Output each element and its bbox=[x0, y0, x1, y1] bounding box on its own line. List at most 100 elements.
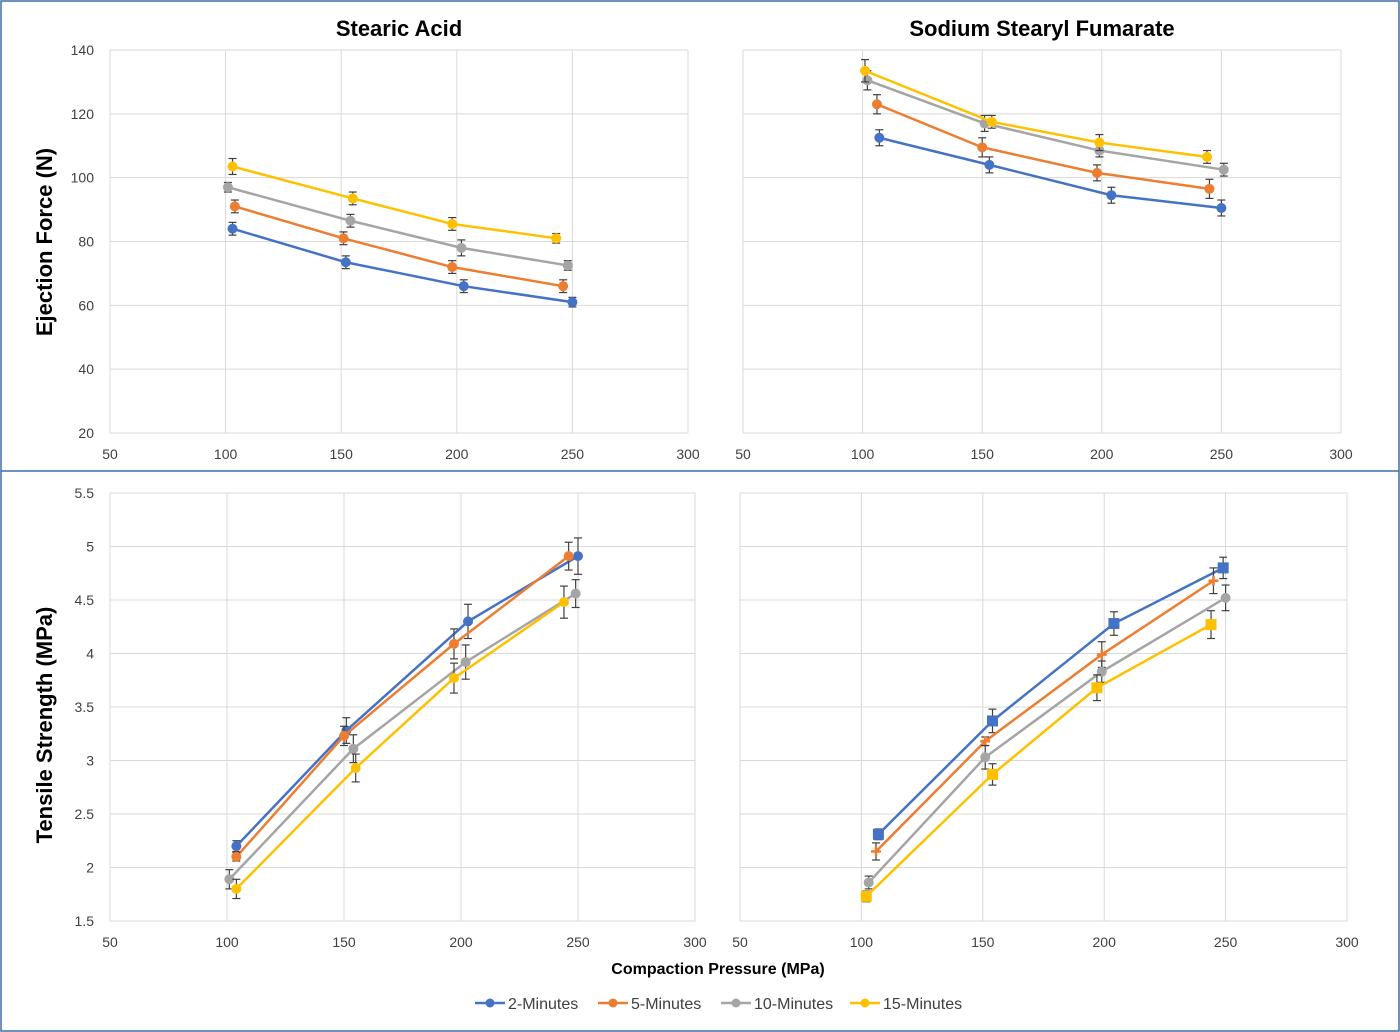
data-point bbox=[345, 215, 356, 226]
series-line bbox=[235, 555, 570, 858]
x-tick-label: 200 bbox=[1093, 934, 1117, 950]
data-point bbox=[1217, 562, 1229, 574]
data-point bbox=[1094, 137, 1105, 148]
panel-4: 50 100 150 200 250 300 bbox=[732, 492, 1359, 950]
legend-label: 2-Minutes bbox=[508, 996, 578, 1013]
series-line bbox=[865, 623, 1212, 898]
y-tick-label: 1.5 bbox=[75, 913, 95, 929]
x-axis-label-compaction-pressure: Compaction Pressure (MPa) bbox=[611, 961, 824, 978]
x-tick-label: 200 bbox=[449, 934, 473, 950]
series-line bbox=[228, 592, 577, 881]
x-tick-label: 50 bbox=[735, 446, 751, 462]
data-point bbox=[984, 159, 995, 170]
data-point bbox=[872, 828, 884, 840]
y-axis-label-ejection-force: Ejection Force (N) bbox=[32, 148, 57, 336]
series-line bbox=[867, 596, 1227, 884]
series-line bbox=[877, 566, 1224, 836]
data-point bbox=[563, 551, 574, 562]
legend-item-15-Minutes: 15-Minutes bbox=[850, 996, 962, 1013]
series-15-Minutes bbox=[231, 585, 569, 900]
data-point bbox=[570, 588, 581, 599]
legend-item-10-Minutes: 10-Minutes bbox=[721, 996, 833, 1013]
data-point bbox=[231, 851, 242, 862]
data-point bbox=[1108, 618, 1120, 630]
data-point bbox=[567, 297, 578, 308]
data-point bbox=[1218, 164, 1229, 175]
data-point bbox=[1091, 682, 1103, 694]
x-tick-label: 50 bbox=[732, 934, 748, 950]
x-tick-label: 300 bbox=[1329, 446, 1353, 462]
y-tick-label: 3.5 bbox=[75, 699, 95, 715]
data-point bbox=[1208, 575, 1219, 586]
x-tick-label: 100 bbox=[851, 446, 875, 462]
data-point bbox=[227, 223, 238, 234]
y-tick-label: 5.5 bbox=[75, 485, 95, 501]
y-tick-label: 100 bbox=[71, 170, 95, 186]
panel-1: 50 100 150 200 250 300 20 40 60 80 100 120 140 Steari… bbox=[71, 16, 700, 462]
x-tick-label: 300 bbox=[1335, 934, 1359, 950]
data-point bbox=[448, 673, 459, 684]
legend-label: 10-Minutes bbox=[754, 996, 833, 1013]
series-line bbox=[232, 165, 557, 240]
series-line bbox=[866, 79, 1224, 171]
series-line bbox=[227, 186, 568, 267]
data-point bbox=[562, 260, 573, 271]
data-point bbox=[859, 65, 870, 76]
data-point bbox=[447, 218, 458, 229]
y-tick-label: 2.5 bbox=[75, 806, 95, 822]
data-point bbox=[1096, 649, 1107, 660]
data-point bbox=[980, 752, 991, 763]
legend-item-2-Minutes: 2-Minutes bbox=[475, 996, 578, 1013]
data-point bbox=[870, 846, 881, 857]
data-point bbox=[447, 262, 458, 273]
x-tick-label: 50 bbox=[102, 934, 118, 950]
series-line bbox=[876, 103, 1210, 191]
data-point bbox=[871, 99, 882, 110]
series-15-Minutes bbox=[860, 610, 1217, 903]
legend-item-5-Minutes: 5-Minutes bbox=[598, 996, 701, 1013]
y-tick-label: 140 bbox=[71, 42, 95, 58]
data-point bbox=[1216, 202, 1227, 213]
series-2-Minutes bbox=[872, 556, 1229, 841]
series-line bbox=[235, 555, 579, 847]
x-tick-label: 100 bbox=[215, 934, 239, 950]
data-point bbox=[558, 281, 569, 292]
legend-marker bbox=[608, 998, 618, 1008]
x-tick-label: 100 bbox=[214, 446, 238, 462]
legend-marker bbox=[731, 998, 741, 1008]
series-10-Minutes bbox=[222, 181, 573, 271]
data-point bbox=[1205, 619, 1217, 631]
data-point bbox=[448, 638, 459, 649]
data-point bbox=[1220, 592, 1231, 603]
series-5-Minutes bbox=[229, 199, 569, 294]
y-tick-label: 80 bbox=[78, 234, 94, 250]
data-point bbox=[229, 201, 240, 212]
x-tick-label: 200 bbox=[1090, 446, 1114, 462]
y-tick-label: 4 bbox=[86, 646, 94, 662]
data-point bbox=[227, 161, 238, 172]
y-tick-label: 20 bbox=[78, 425, 94, 441]
data-point bbox=[231, 841, 242, 852]
x-tick-label: 150 bbox=[971, 934, 995, 950]
data-point bbox=[1106, 190, 1117, 201]
data-point bbox=[338, 233, 349, 244]
data-point bbox=[340, 257, 351, 268]
data-point bbox=[224, 874, 235, 885]
data-point bbox=[348, 743, 359, 754]
data-point bbox=[980, 736, 991, 747]
panel-2: 50 100 150 200 250 300 Sodium Stearyl Fumarate bbox=[735, 16, 1353, 462]
legend-label: 15-Minutes bbox=[883, 996, 962, 1013]
data-point bbox=[456, 242, 467, 253]
series-5-Minutes bbox=[231, 541, 574, 862]
data-point bbox=[874, 132, 885, 143]
series-line bbox=[875, 579, 1215, 853]
x-tick-label: 250 bbox=[566, 934, 590, 950]
series-5-Minutes bbox=[871, 94, 1215, 200]
series-2-Minutes bbox=[874, 129, 1227, 217]
x-tick-label: 250 bbox=[1214, 934, 1238, 950]
data-point bbox=[347, 193, 358, 204]
x-tick-label: 200 bbox=[445, 446, 469, 462]
data-point bbox=[1202, 151, 1213, 162]
